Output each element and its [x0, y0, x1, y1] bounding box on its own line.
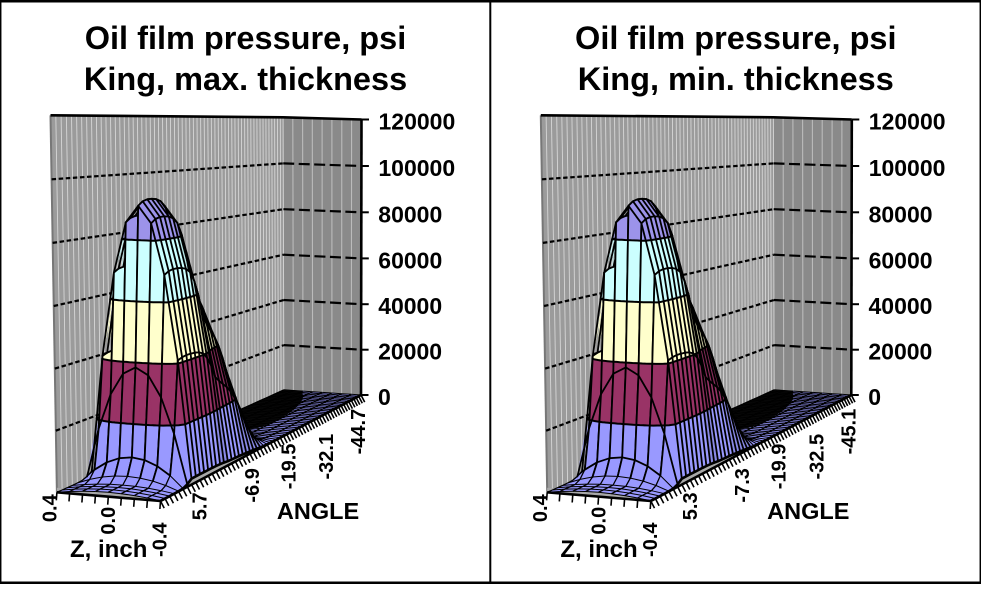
svg-text:King, max. thickness: King, max. thickness [84, 61, 407, 97]
svg-text:5.7: 5.7 [190, 492, 212, 520]
svg-text:-7.3: -7.3 [732, 468, 754, 502]
svg-text:0.0: 0.0 [589, 507, 611, 535]
svg-text:-0.4: -0.4 [640, 522, 662, 557]
svg-text:King, min. thickness: King, min. thickness [578, 61, 894, 97]
svg-text:Z, inch: Z, inch [70, 536, 147, 563]
svg-text:ANGLE: ANGLE [767, 498, 849, 524]
svg-text:40000: 40000 [869, 293, 933, 319]
svg-text:Oil film pressure, psi: Oil film pressure, psi [85, 20, 407, 56]
svg-text:80000: 80000 [869, 201, 933, 227]
svg-text:-19.5: -19.5 [278, 444, 300, 490]
svg-text:-32.1: -32.1 [316, 434, 338, 480]
svg-text:60000: 60000 [378, 247, 442, 273]
svg-text:Oil film pressure, psi: Oil film pressure, psi [575, 20, 897, 56]
svg-text:0: 0 [378, 384, 391, 410]
svg-text:-45.1: -45.1 [838, 409, 860, 455]
svg-text:20000: 20000 [868, 339, 932, 365]
svg-text:100000: 100000 [869, 155, 946, 181]
svg-text:0.4: 0.4 [40, 493, 62, 522]
svg-text:-6.9: -6.9 [242, 468, 264, 502]
svg-text:0.4: 0.4 [530, 493, 552, 522]
svg-text:5.3: 5.3 [680, 492, 702, 520]
svg-text:120000: 120000 [379, 109, 456, 135]
svg-text:120000: 120000 [869, 109, 946, 135]
svg-text:20000: 20000 [378, 339, 442, 365]
svg-text:80000: 80000 [378, 201, 442, 227]
svg-text:40000: 40000 [378, 293, 442, 319]
svg-text:100000: 100000 [378, 155, 455, 181]
svg-text:-32.5: -32.5 [807, 434, 829, 480]
svg-text:-19.9: -19.9 [769, 444, 791, 490]
svg-text:60000: 60000 [869, 247, 933, 273]
svg-text:Z, inch: Z, inch [560, 536, 637, 563]
svg-text:0.0: 0.0 [98, 507, 120, 535]
svg-text:-44.7: -44.7 [348, 409, 370, 455]
svg-text:-0.4: -0.4 [150, 522, 172, 557]
svg-text:ANGLE: ANGLE [277, 498, 359, 524]
svg-text:0: 0 [868, 384, 881, 410]
